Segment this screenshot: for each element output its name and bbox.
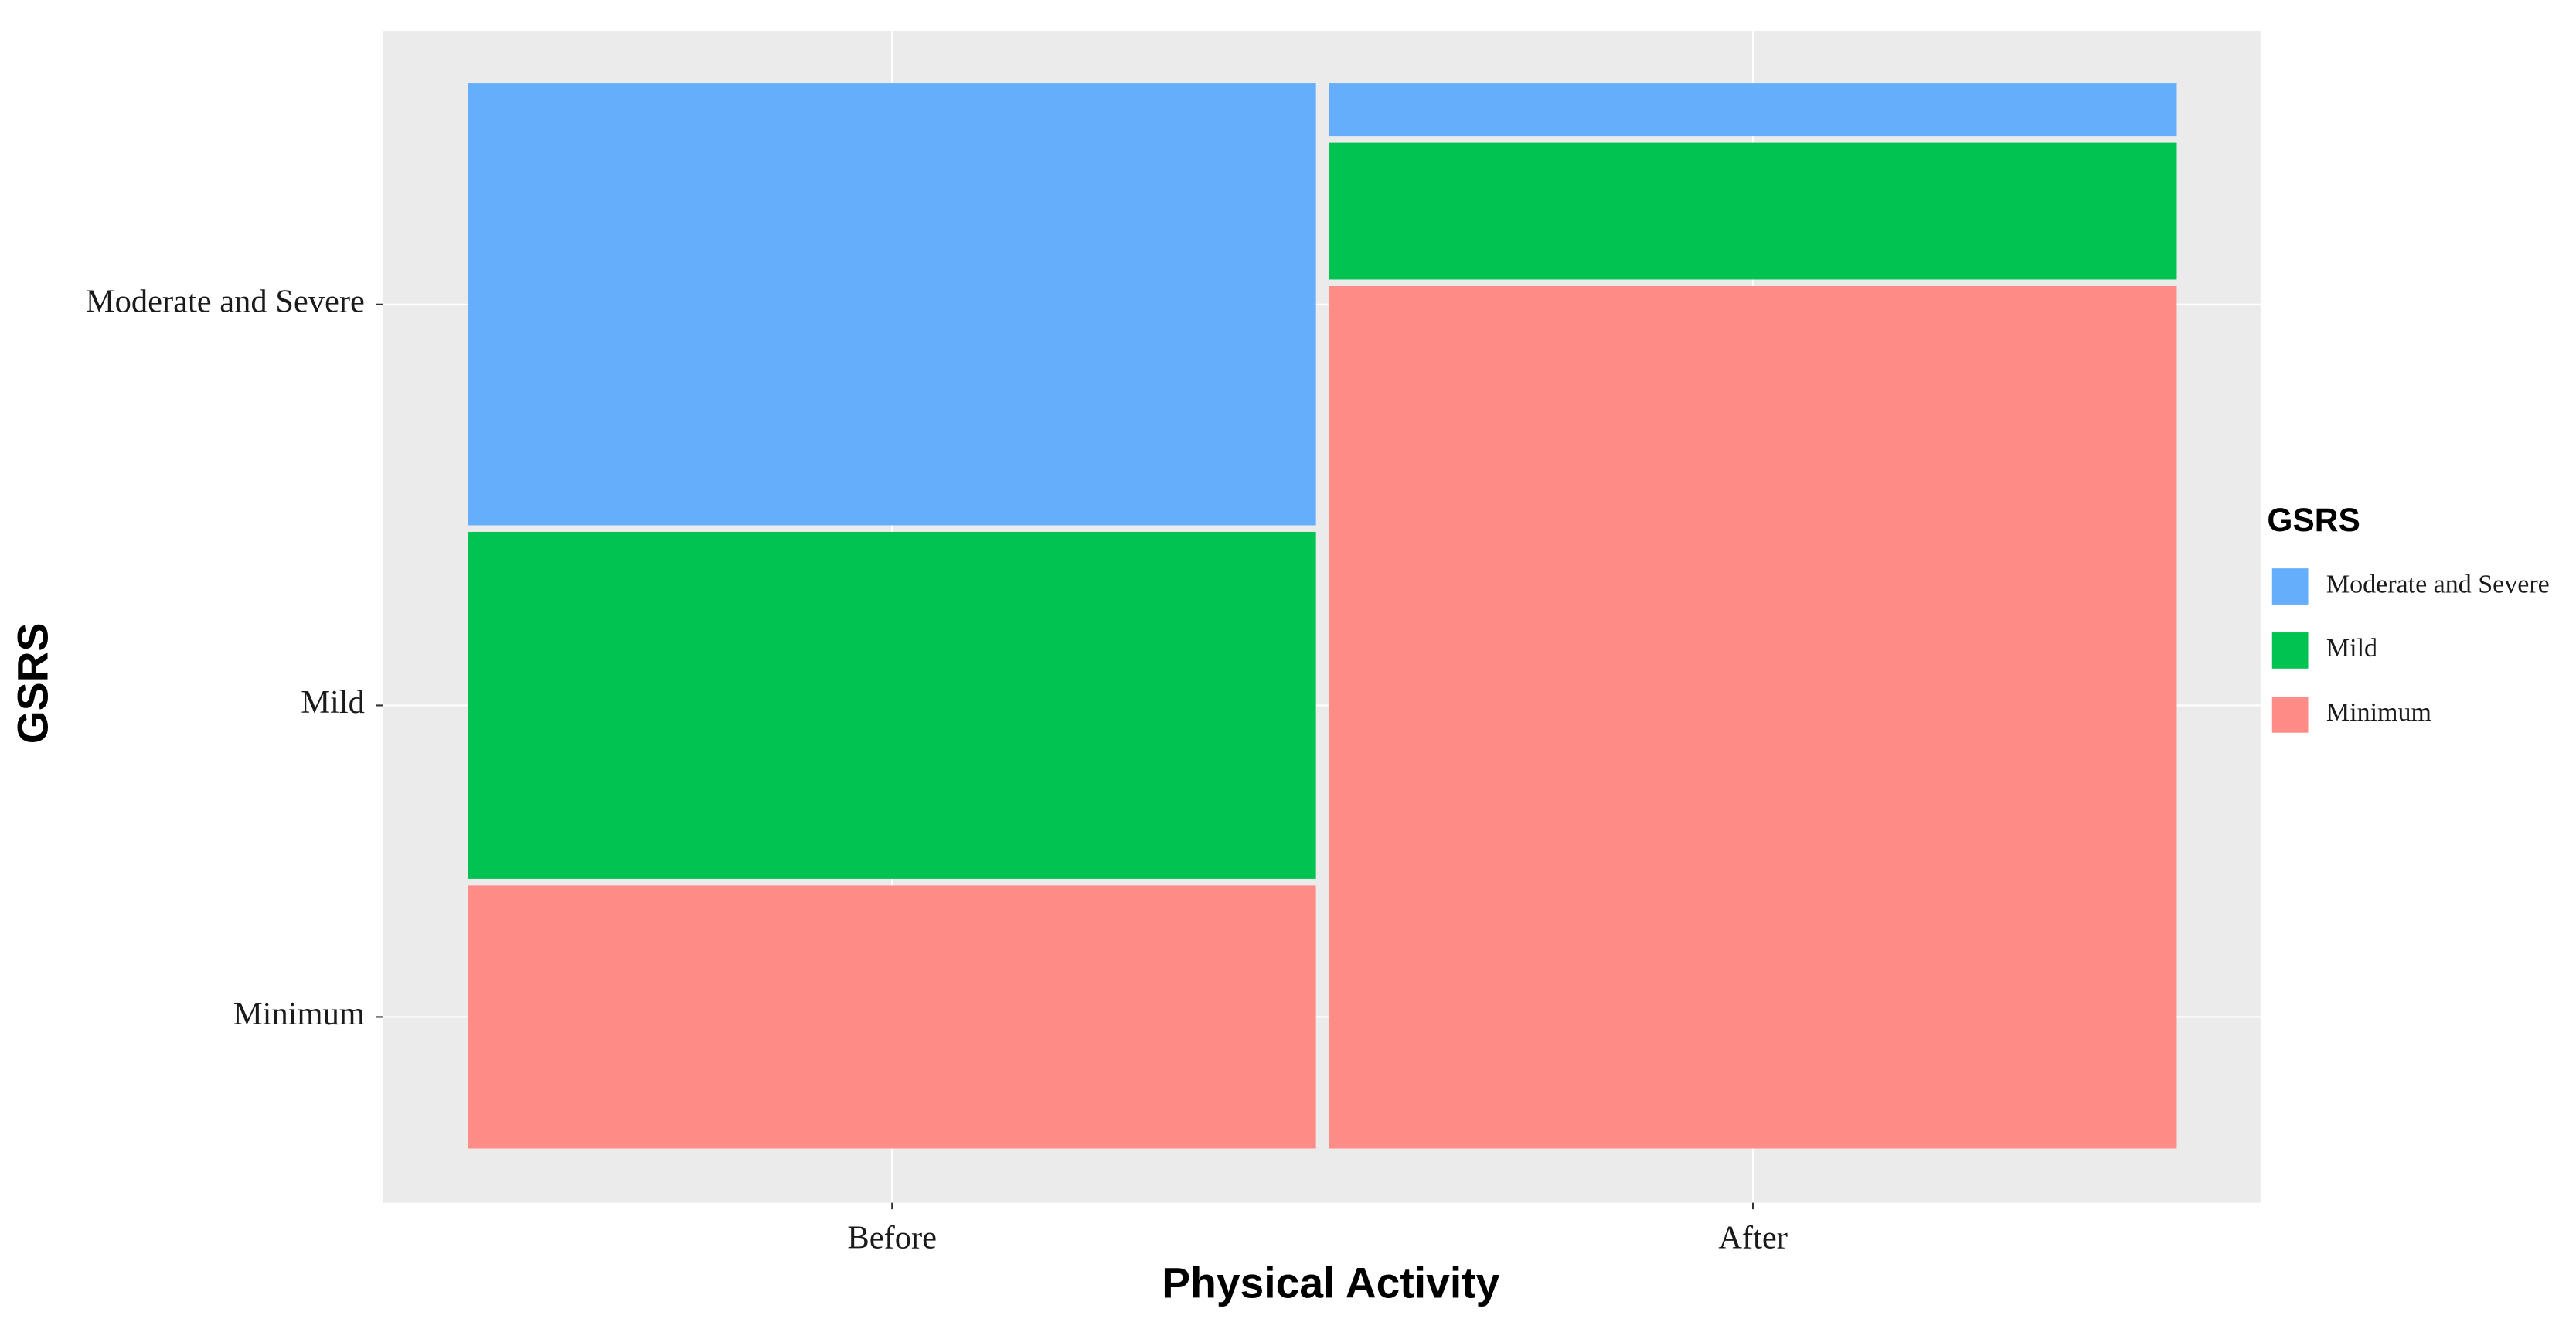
legend-label: Minimum [2326,698,2431,727]
y-axis-title: GSRS [9,623,56,745]
legend-title: GSRS [2267,503,2360,539]
y-tick-label: Mild [301,684,365,721]
tile [468,885,1316,1149]
tile [1329,285,2177,1149]
legend-label: Mild [2326,634,2377,663]
x-tick-label: Before [847,1219,937,1256]
y-tick-label: Moderate and Severe [86,284,365,320]
tile [1329,83,2177,137]
legend-key [2271,696,2309,733]
tile [1329,142,2177,280]
tile [468,531,1316,879]
x-axis-title: Physical Activity [1162,1259,1499,1307]
legend-label: Moderate and Severe [2326,570,2550,598]
legend-key [2271,632,2309,669]
tile [468,83,1316,526]
legend-key [2271,568,2309,605]
y-tick-label: Minimum [233,996,365,1032]
x-tick-label: After [1718,1219,1788,1256]
